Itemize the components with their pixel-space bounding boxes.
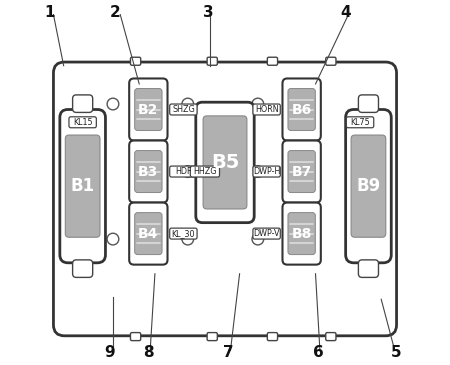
FancyBboxPatch shape — [288, 150, 315, 193]
FancyBboxPatch shape — [253, 228, 280, 239]
FancyBboxPatch shape — [170, 166, 197, 177]
Text: B7: B7 — [292, 165, 312, 178]
Text: KL15: KL15 — [73, 118, 92, 127]
FancyBboxPatch shape — [346, 110, 391, 263]
Circle shape — [252, 233, 264, 245]
Text: B4: B4 — [138, 227, 158, 241]
Text: KL75: KL75 — [350, 118, 370, 127]
FancyBboxPatch shape — [170, 228, 197, 239]
Text: HHZG: HHZG — [193, 167, 217, 176]
Circle shape — [182, 166, 194, 177]
FancyBboxPatch shape — [326, 57, 336, 65]
FancyBboxPatch shape — [351, 135, 386, 237]
Text: 1: 1 — [45, 5, 55, 20]
FancyBboxPatch shape — [60, 110, 105, 263]
FancyBboxPatch shape — [135, 89, 162, 131]
FancyBboxPatch shape — [130, 333, 141, 341]
FancyBboxPatch shape — [129, 78, 167, 141]
FancyBboxPatch shape — [267, 333, 278, 341]
FancyBboxPatch shape — [65, 135, 100, 237]
FancyBboxPatch shape — [207, 333, 217, 341]
Text: 9: 9 — [105, 345, 115, 360]
FancyBboxPatch shape — [135, 150, 162, 193]
FancyBboxPatch shape — [129, 141, 167, 203]
Text: KL_30: KL_30 — [171, 229, 195, 238]
Text: 6: 6 — [313, 345, 324, 360]
Text: DWP-H: DWP-H — [253, 167, 280, 176]
FancyBboxPatch shape — [135, 212, 162, 255]
FancyBboxPatch shape — [267, 57, 278, 65]
Text: B6: B6 — [292, 103, 312, 116]
FancyBboxPatch shape — [72, 260, 93, 277]
Text: DWP-V: DWP-V — [253, 229, 280, 238]
Circle shape — [107, 233, 119, 245]
Text: 8: 8 — [143, 345, 153, 360]
Text: B3: B3 — [138, 165, 158, 178]
Circle shape — [182, 233, 194, 245]
FancyBboxPatch shape — [358, 95, 378, 112]
Text: 2: 2 — [110, 5, 121, 20]
Text: 5: 5 — [391, 345, 402, 360]
FancyBboxPatch shape — [346, 117, 374, 128]
Text: HDF: HDF — [175, 167, 192, 176]
Text: B8: B8 — [292, 227, 312, 241]
FancyBboxPatch shape — [358, 260, 378, 277]
FancyBboxPatch shape — [190, 166, 220, 177]
FancyBboxPatch shape — [54, 62, 396, 336]
Text: B5: B5 — [211, 153, 239, 172]
FancyBboxPatch shape — [283, 141, 321, 203]
Circle shape — [107, 98, 119, 110]
FancyBboxPatch shape — [196, 102, 254, 223]
Circle shape — [252, 98, 264, 110]
Circle shape — [252, 166, 264, 177]
FancyBboxPatch shape — [130, 57, 141, 65]
Text: 4: 4 — [340, 5, 351, 20]
FancyBboxPatch shape — [253, 104, 280, 115]
Text: B9: B9 — [356, 177, 381, 195]
Text: SHZG: SHZG — [172, 105, 195, 114]
FancyBboxPatch shape — [207, 57, 217, 65]
FancyBboxPatch shape — [283, 78, 321, 141]
Text: B1: B1 — [71, 177, 94, 195]
FancyBboxPatch shape — [283, 203, 321, 265]
FancyBboxPatch shape — [288, 89, 315, 131]
FancyBboxPatch shape — [203, 116, 247, 209]
FancyBboxPatch shape — [253, 166, 280, 177]
FancyBboxPatch shape — [69, 117, 96, 128]
Text: B2: B2 — [138, 103, 158, 116]
FancyBboxPatch shape — [170, 104, 197, 115]
FancyBboxPatch shape — [72, 95, 93, 112]
Text: 7: 7 — [223, 345, 234, 360]
FancyBboxPatch shape — [288, 212, 315, 255]
Text: 3: 3 — [203, 5, 214, 20]
Text: HORN: HORN — [255, 105, 279, 114]
Circle shape — [182, 98, 194, 110]
FancyBboxPatch shape — [129, 203, 167, 265]
FancyBboxPatch shape — [326, 333, 336, 341]
